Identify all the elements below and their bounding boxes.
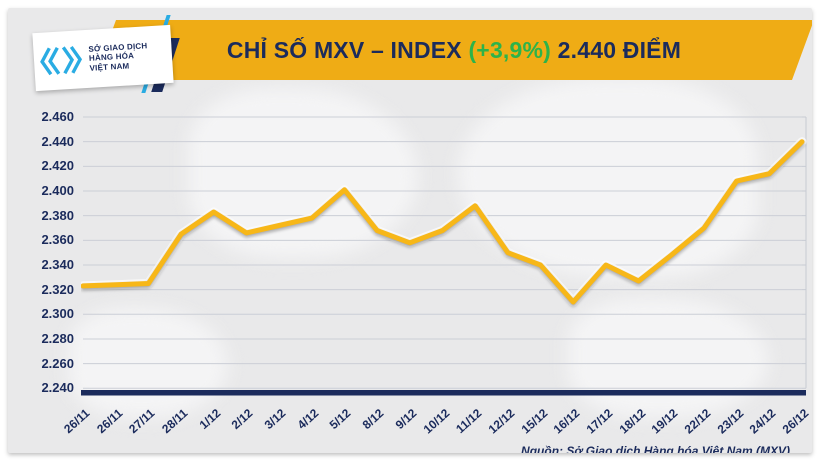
chart-title: CHỈ SỐ MXV – INDEX (+3,9%) 2.440 ĐIỂM bbox=[227, 37, 681, 64]
chart-plot-area bbox=[81, 116, 807, 396]
y-axis-label: 2.440 bbox=[41, 133, 74, 149]
source-credit: Nguồn: Sở Giao dịch Hàng hóa Việt Nam (M… bbox=[521, 444, 790, 453]
mxv-chevrons-icon bbox=[40, 45, 83, 76]
logo-text: SỞ GIAO DỊCH HÀNG HÓA VIỆT NAM bbox=[88, 41, 149, 73]
y-axis-label: 2.380 bbox=[41, 207, 74, 223]
y-axis-label: 2.400 bbox=[41, 182, 74, 198]
title-index-value: 2.440 ĐIỂM bbox=[557, 36, 682, 63]
y-axis-label: 2.360 bbox=[41, 232, 74, 248]
mxv-logo: SỞ GIAO DỊCH HÀNG HÓA VIỆT NAM bbox=[32, 24, 174, 92]
y-axis-label: 2.280 bbox=[41, 330, 74, 346]
y-axis-label: 2.460 bbox=[41, 109, 74, 124]
title-change-percent: (+3,9%) bbox=[468, 36, 552, 63]
y-axis-label: 2.320 bbox=[41, 281, 74, 297]
y-axis-label: 2.340 bbox=[41, 256, 74, 272]
index-series-line bbox=[81, 139, 805, 305]
chart-card: CHỈ SỐ MXV – INDEX (+3,9%) 2.440 ĐIỂM SỞ… bbox=[8, 8, 812, 453]
y-axis-label: 2.240 bbox=[41, 380, 74, 396]
title-main: CHỈ SỐ MXV – INDEX bbox=[226, 36, 462, 63]
y-axis-label: 2.300 bbox=[41, 306, 74, 322]
y-axis-label: 2.420 bbox=[41, 158, 74, 174]
y-axis-label: 2.260 bbox=[41, 355, 74, 371]
title-banner: CHỈ SỐ MXV – INDEX (+3,9%) 2.440 ĐIỂM bbox=[94, 20, 812, 80]
